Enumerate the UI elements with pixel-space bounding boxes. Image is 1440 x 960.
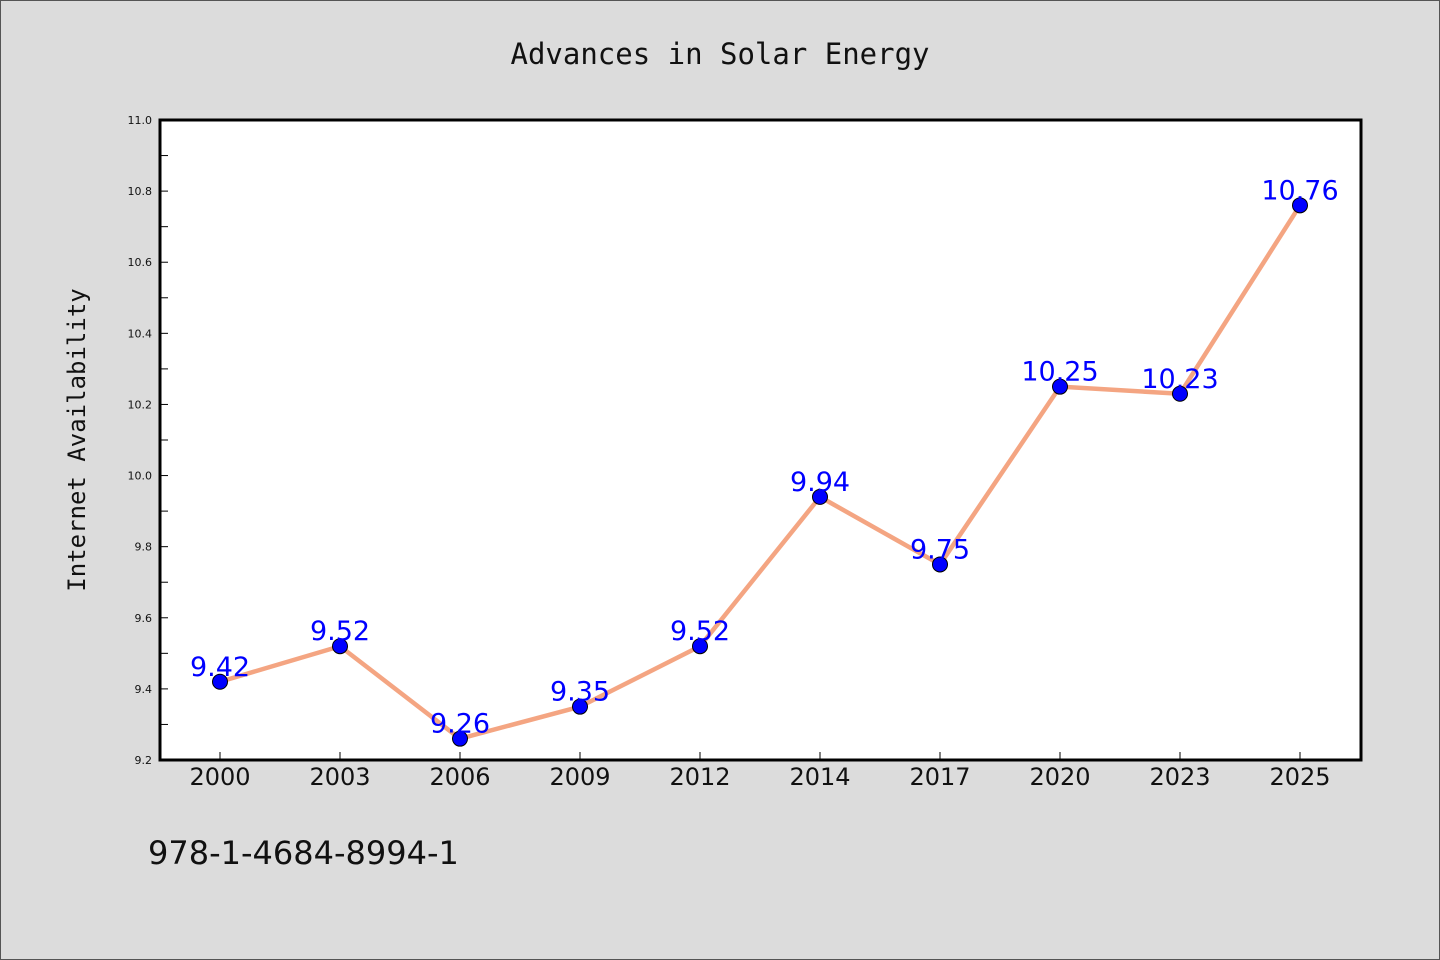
plot-area xyxy=(158,118,1363,762)
data-point xyxy=(452,730,468,747)
data-point xyxy=(332,638,348,655)
data-label: 9.52 xyxy=(670,616,730,647)
footer-isbn: 978-1-4684-8994-1 xyxy=(148,834,459,872)
data-point xyxy=(1172,385,1188,402)
data-label: 9.52 xyxy=(310,616,370,647)
y-tick-label: 10.2 xyxy=(128,398,153,411)
x-tick-label: 2017 xyxy=(909,763,970,791)
data-label: 9.75 xyxy=(910,534,970,565)
x-tick-label: 2000 xyxy=(189,763,250,791)
data-label: 9.94 xyxy=(790,467,850,498)
x-tick-label: 2006 xyxy=(429,763,490,791)
y-tick-label: 10.0 xyxy=(128,470,153,483)
x-tick-label: 2014 xyxy=(789,763,850,791)
data-label: 10.25 xyxy=(1021,357,1098,388)
data-label: 10.76 xyxy=(1261,175,1338,206)
data-point xyxy=(212,673,228,690)
y-tick-label: 9.4 xyxy=(135,683,153,696)
data-point xyxy=(812,488,828,505)
x-tick-label: 2012 xyxy=(669,763,730,791)
y-tick-label: 11.0 xyxy=(128,114,153,127)
data-label: 9.42 xyxy=(190,652,250,683)
data-label: 9.35 xyxy=(550,677,610,708)
x-tick-label: 2025 xyxy=(1269,763,1330,791)
y-axis-ticks: 9.2 9.4 9.6 9.8 10.0 10.2 10.4 10.6 10.8 11.0 xyxy=(128,114,168,767)
data-label: 9.26 xyxy=(430,709,490,740)
x-tick-label: 2020 xyxy=(1029,763,1090,791)
y-tick-label: 10.8 xyxy=(128,185,153,198)
series-group: 9.42 9.52 9.26 9.35 9.52 9.94 9.75 10.25 10.23 10… xyxy=(190,175,1339,747)
x-tick-label: 2023 xyxy=(1149,763,1210,791)
y-tick-label: 9.6 xyxy=(135,612,153,625)
x-tick-label: 2009 xyxy=(549,763,610,791)
x-axis-ticks: 2000 2003 2006 2009 2012 2014 2017 2020 2023 2025 xyxy=(189,752,1331,791)
chart-title: Advances in Solar Energy xyxy=(510,37,929,71)
data-label: 10.23 xyxy=(1141,364,1218,395)
y-tick-label: 10.6 xyxy=(128,256,153,269)
x-tick-label: 2003 xyxy=(309,763,370,791)
y-tick-label: 9.2 xyxy=(135,754,153,767)
y-axis-label: Internet Availability xyxy=(63,288,91,591)
data-point xyxy=(692,638,708,655)
y-tick-label: 9.8 xyxy=(135,541,153,554)
data-point xyxy=(932,556,948,573)
data-point xyxy=(1052,378,1068,395)
data-point xyxy=(1292,197,1308,214)
data-point xyxy=(572,698,588,715)
y-tick-label: 10.4 xyxy=(128,327,153,340)
series-line xyxy=(217,203,1303,741)
